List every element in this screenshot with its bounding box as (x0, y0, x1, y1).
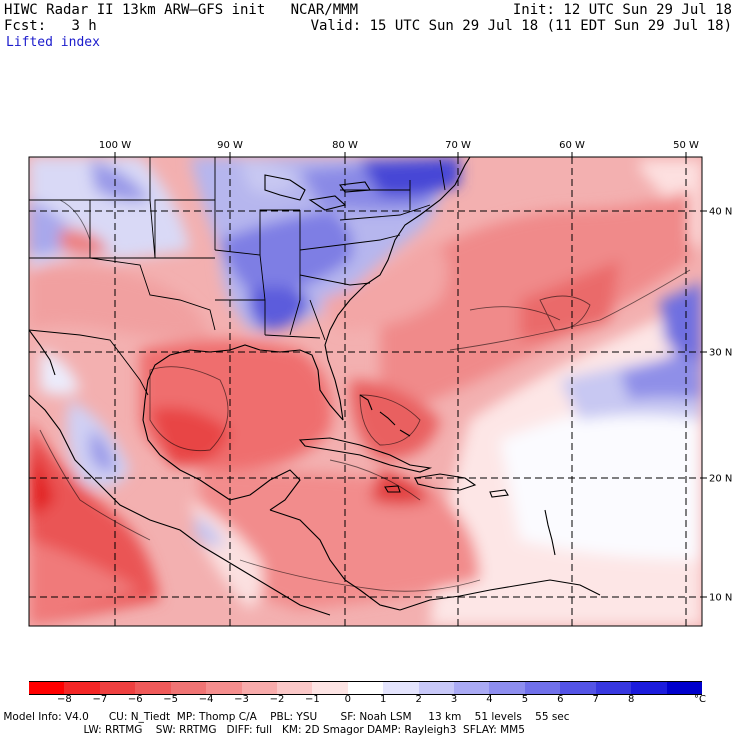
map-frame (28, 156, 703, 627)
colorbar-swatch (524, 681, 561, 695)
model-info-line2: LW: RRTMG SW: RRTMG DIFF: full KM: 2D Sm… (0, 724, 525, 736)
header-left: HIWC Radar II 13km ARW–GFS init NCAR/MMM… (4, 2, 358, 34)
colorbar-tick-label: −4 (198, 694, 214, 705)
forecast-label: Fcst: (4, 18, 47, 34)
colorbar-tick-label: −8 (57, 694, 72, 705)
colorbar-tick-label: 1 (380, 694, 387, 705)
lon-label: 80 W (332, 140, 358, 151)
colorbar-tick-label: 4 (486, 694, 493, 705)
init-time: Init: 12 UTC Sun 29 Jul 18 (512, 2, 732, 18)
lat-label: 40 N (709, 206, 733, 218)
header-right: Init: 12 UTC Sun 29 Jul 18 Valid: 15 UTC… (311, 2, 732, 34)
colorbar-tick-label: 6 (557, 694, 564, 705)
colorbar-swatch (99, 681, 136, 695)
colorbar-tick-label: 8 (627, 694, 635, 705)
lat-label: 20 N (709, 473, 733, 485)
colorbar-tick-label: 7 (592, 694, 599, 705)
colorbar-swatch (631, 681, 668, 695)
colorbar-tick-label: −2 (269, 694, 285, 705)
colorbar-tick-label: −5 (163, 694, 179, 705)
colorbar-tick-label: 0 (344, 694, 351, 705)
colorbar-swatch (560, 681, 597, 695)
lon-label: 90 W (217, 140, 243, 151)
contour-lines (39, 199, 691, 592)
colorbar-swatch (241, 681, 278, 695)
lon-label: 60 W (559, 140, 585, 151)
colorbar-swatch (666, 681, 703, 695)
colorbar-tick-label: −6 (127, 694, 143, 705)
colorbar-swatch (170, 681, 207, 695)
colorbar-tick-label: 3 (450, 694, 458, 705)
model-title: HIWC Radar II 13km ARW–GFS init (4, 2, 266, 18)
lat-label: 10 N (709, 592, 733, 604)
colorbar-swatch (454, 681, 490, 695)
colorbar-tick-label: 2 (415, 694, 422, 705)
colorbar-swatch (135, 681, 172, 695)
colorbar-tick-label: 5 (521, 694, 529, 705)
colorbar-swatch (595, 681, 632, 695)
colorbar-swatch (206, 681, 242, 695)
lon-label: 100 W (98, 140, 132, 151)
colorbar-swatch (383, 681, 420, 695)
lon-label: 50 W (673, 140, 699, 151)
colorbar-swatch (347, 681, 384, 695)
colorbar-swatch (418, 681, 455, 695)
org-label: NCAR/MMM (290, 2, 359, 18)
political-borders (29, 157, 446, 396)
colorbar-swatch (64, 681, 101, 695)
axis-ticks (114, 152, 707, 598)
colorbar-unit: °C (694, 694, 706, 705)
valid-time: Valid: 15 UTC Sun 29 Jul 18 (11 EDT Sun … (310, 18, 732, 34)
colorbar-swatch (489, 681, 526, 695)
colorbar-tick-label: −7 (92, 694, 108, 705)
forecast-hour: 3 h (71, 18, 97, 34)
model-info-line1: Model Info: V4.0 CU: N_Tiedt MP: Thomp C… (0, 711, 570, 723)
colorbar-swatch (276, 681, 313, 695)
variable-title: Lifted index (6, 35, 100, 50)
lat-label: 30 N (709, 347, 733, 359)
lon-label: 70 W (445, 140, 471, 151)
colorbar-swatch (29, 681, 65, 695)
latlon-grid (29, 157, 702, 626)
colorbar-tick-label: −1 (304, 694, 320, 705)
colorbar-swatch (312, 681, 349, 695)
colorbar-tick-label: −3 (234, 694, 249, 705)
